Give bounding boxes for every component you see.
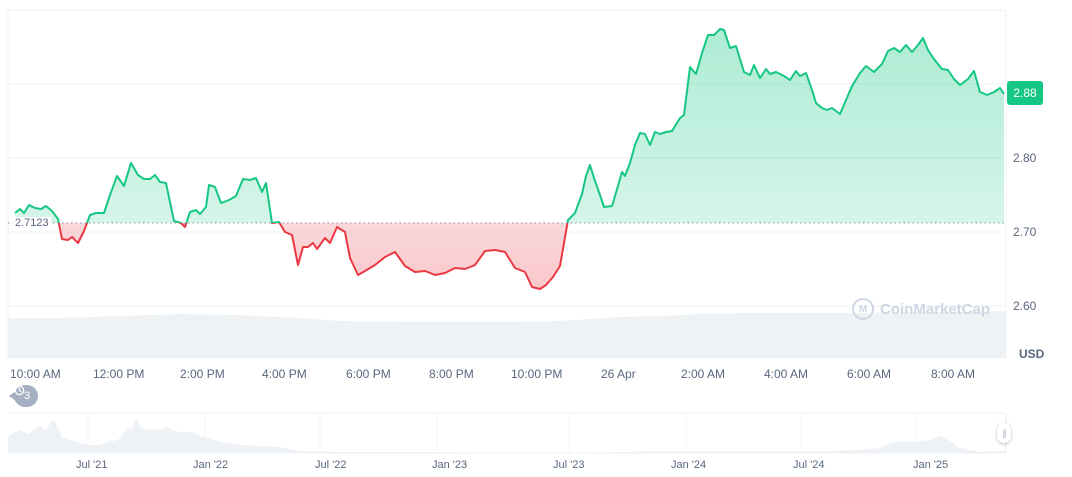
x-tick: 6:00 AM <box>847 367 892 381</box>
watermark-text: CoinMarketCap <box>880 300 991 318</box>
y-tick-2.80: 2.80 <box>1013 151 1037 165</box>
baseline-value-label: 2.7123 <box>13 217 51 229</box>
y-tick-2.70: 2.70 <box>1013 225 1037 239</box>
currency-label: USD <box>1019 347 1045 361</box>
area-above-baseline <box>15 29 1004 223</box>
x-tick: 10:00 PM <box>511 367 563 381</box>
history-count: 3 <box>24 390 31 402</box>
navigator-area <box>8 418 1006 453</box>
navigator-tick: Jan '25 <box>913 459 949 471</box>
navigator-tick: Jan '22 <box>193 459 229 471</box>
navigator-range-handle[interactable]: || <box>997 423 1011 443</box>
x-tick: 6:00 PM <box>346 367 391 381</box>
y-tick-2.60: 2.60 <box>1013 299 1037 313</box>
navigator-tick: Jan '24 <box>671 459 707 471</box>
current-price-badge: 2.88 <box>1007 81 1043 105</box>
x-tick: 2:00 AM <box>681 367 726 381</box>
navigator[interactable] <box>8 412 1007 454</box>
area-below-baseline <box>15 223 1004 289</box>
grid <box>7 9 1007 358</box>
volume-area <box>8 311 1006 358</box>
history-events-badge[interactable]: 3 <box>8 385 39 407</box>
navigator-tick: Jul '22 <box>315 459 347 471</box>
navigator-tick: Jul '23 <box>553 459 585 471</box>
coinmarketcap-watermark: M CoinMarketCap <box>852 298 990 320</box>
coinmarketcap-logo-icon: M <box>852 298 874 320</box>
history-clock-icon <box>14 385 25 396</box>
price-line-down <box>57 223 569 290</box>
x-tick: 26 Apr <box>601 367 636 381</box>
x-tick: 8:00 PM <box>429 367 474 381</box>
navigator-tick: Jan '23 <box>432 459 468 471</box>
x-tick: 8:00 AM <box>931 367 976 381</box>
navigator-tick: Jul '21 <box>76 459 108 471</box>
x-tick: 4:00 PM <box>262 367 307 381</box>
x-tick: 10:00 AM <box>10 367 61 381</box>
x-tick: 2:00 PM <box>180 367 225 381</box>
x-tick: 4:00 AM <box>764 367 809 381</box>
x-tick: 12:00 PM <box>93 367 145 381</box>
price-line-up <box>14 28 1005 223</box>
navigator-tick: Jul '24 <box>793 459 825 471</box>
